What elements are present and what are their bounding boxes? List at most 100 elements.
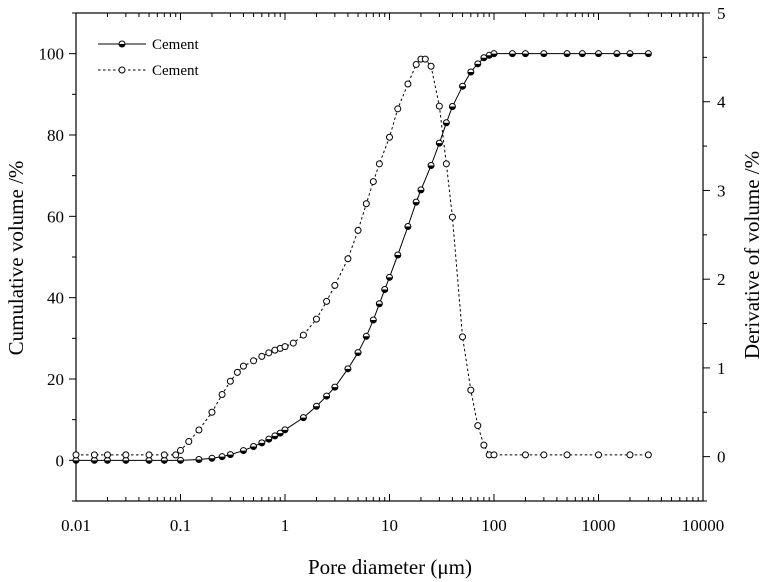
legend-label: Cement <box>152 63 199 79</box>
data-point-fill <box>376 303 383 307</box>
data-point <box>626 451 634 459</box>
data-point <box>435 102 443 110</box>
data-point <box>344 255 352 263</box>
data-point <box>412 60 420 68</box>
data-point-fill <box>443 122 450 126</box>
series-layer <box>72 50 652 464</box>
data-point-fill <box>91 460 98 464</box>
right-y-tick-label: 3 <box>717 181 726 200</box>
data-point-fill <box>195 459 202 463</box>
data-point-fill <box>486 55 493 59</box>
data-point <box>177 446 184 454</box>
data-point-fill <box>258 442 265 446</box>
data-point <box>427 62 435 70</box>
right-y-tick-label: 5 <box>717 4 726 23</box>
data-point <box>540 451 548 459</box>
data-point-fill <box>122 460 129 464</box>
data-point <box>459 333 467 341</box>
legend-marker-fill <box>119 44 125 47</box>
series-line <box>76 58 649 456</box>
cumulative-series <box>72 50 652 464</box>
legend-marker <box>118 66 126 74</box>
right-y-tick-label: 0 <box>717 448 726 467</box>
data-point-fill <box>219 456 226 460</box>
right-y-axis-title: Derivative of volume /% <box>740 151 764 359</box>
data-point-fill <box>381 289 388 293</box>
data-point <box>185 438 193 446</box>
data-point <box>386 133 393 141</box>
left-y-axis-title: Cumulative volume /% <box>4 161 28 356</box>
data-point-fill <box>428 165 435 169</box>
data-point-fill <box>240 450 247 454</box>
data-point-fill <box>491 53 497 57</box>
left-y-tick-label: 20 <box>47 370 64 389</box>
legend-label: Cement <box>152 37 199 53</box>
data-point-fill <box>626 53 633 57</box>
data-point-fill <box>413 202 420 206</box>
data-point-fill <box>480 57 487 61</box>
data-point-fill <box>394 254 401 258</box>
data-point <box>195 426 203 434</box>
data-point <box>289 339 297 347</box>
data-point-fill <box>177 460 184 464</box>
series-line <box>76 53 649 461</box>
data-point-fill <box>300 417 307 421</box>
data-point <box>250 357 258 365</box>
left-y-tick-label: 80 <box>47 126 64 145</box>
data-point <box>480 441 488 449</box>
data-point <box>394 105 402 113</box>
data-point <box>467 386 475 394</box>
data-point <box>354 226 362 234</box>
data-point <box>258 352 266 360</box>
data-point-fill <box>227 454 234 458</box>
x-tick-label: 0.1 <box>170 516 191 535</box>
data-point-fill <box>271 435 278 439</box>
data-point-fill <box>161 460 168 464</box>
legend: Cement Cement <box>98 37 199 79</box>
derivative-series <box>72 55 652 459</box>
right-y-tick-label: 1 <box>717 359 726 378</box>
data-point-fill <box>363 336 370 340</box>
data-point <box>331 281 339 289</box>
data-point <box>421 55 429 63</box>
data-point <box>103 451 111 459</box>
left-y-tick-label: 60 <box>47 207 64 226</box>
data-point-fill <box>331 387 338 391</box>
plot-area <box>75 12 704 502</box>
x-tick-label: 1000 <box>582 516 616 535</box>
data-point <box>474 422 482 430</box>
data-point-fill <box>344 368 351 372</box>
data-point-fill <box>208 458 215 462</box>
data-point <box>521 451 529 459</box>
data-point-fill <box>467 71 474 75</box>
data-point-fill <box>146 460 153 464</box>
data-point <box>490 451 498 459</box>
data-point-fill <box>370 320 377 324</box>
x-tick-label: 0.01 <box>61 516 91 535</box>
data-point <box>208 408 216 416</box>
x-axis-title: Pore diameter (μm) <box>308 555 472 579</box>
data-point <box>369 178 377 186</box>
left-y-tick-label: 0 <box>56 451 65 470</box>
data-point-fill <box>595 53 602 57</box>
data-point <box>160 451 168 459</box>
data-point <box>172 451 180 459</box>
data-point-fill <box>282 429 288 433</box>
data-point-fill <box>417 189 424 193</box>
data-point <box>145 451 153 459</box>
data-point <box>122 451 130 459</box>
data-point <box>299 331 307 339</box>
x-tick-label: 10 <box>381 516 398 535</box>
data-point <box>218 391 226 399</box>
data-point-fill <box>386 277 393 281</box>
data-point <box>265 349 273 357</box>
data-point-fill <box>474 63 481 67</box>
x-tick-label: 100 <box>481 516 507 535</box>
data-point-fill <box>459 86 466 90</box>
left-y-tick-label: 100 <box>39 45 65 64</box>
legend-item: Cement <box>98 63 199 79</box>
data-point-fill <box>509 53 516 57</box>
data-point <box>281 343 289 351</box>
